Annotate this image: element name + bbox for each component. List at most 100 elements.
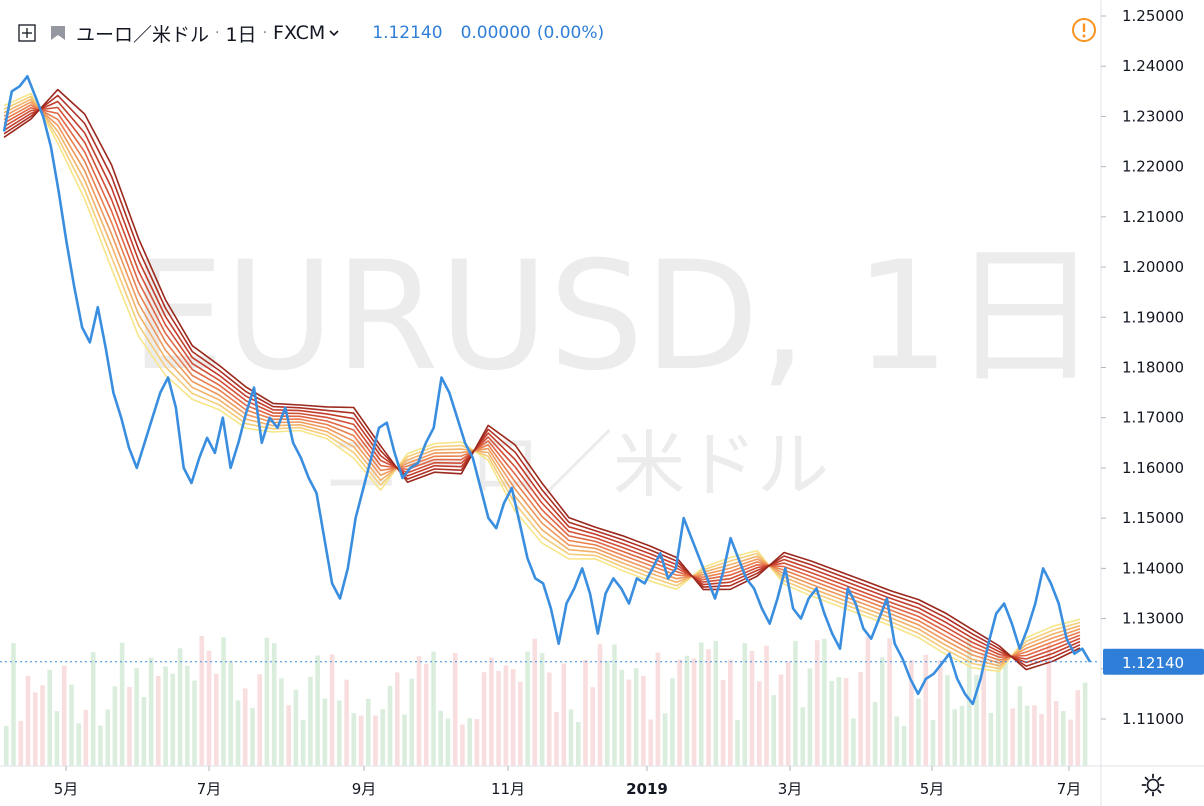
price-axis-tick-label: 1.18000: [1122, 359, 1184, 377]
volume-bar: [452, 653, 458, 766]
volume-bar: [358, 715, 364, 766]
volume-bar: [590, 687, 595, 766]
ma-ribbon-line: [3, 107, 1081, 659]
volume-bar: [206, 650, 212, 766]
price-axis-tick-label: 1.11000: [1122, 710, 1184, 728]
time-axis-tick-label: 11月: [491, 780, 525, 798]
volume-bar: [988, 713, 994, 766]
volume-bar: [438, 710, 443, 766]
volume-bar: [822, 638, 827, 766]
volume-bar: [351, 713, 357, 766]
volume-bar: [836, 677, 842, 766]
volume-bar: [235, 700, 241, 766]
volume-bar: [909, 660, 914, 766]
volume-bar: [4, 726, 9, 766]
volume-bar: [974, 674, 979, 766]
volume-bar: [402, 714, 407, 766]
warning-icon[interactable]: [1071, 17, 1097, 43]
volume-bar: [1061, 711, 1066, 766]
volume-bar: [858, 672, 863, 766]
volume-bar: [380, 709, 386, 766]
volume-bar: [322, 698, 328, 766]
volume-bar: [655, 652, 661, 766]
volume-bar: [938, 660, 943, 766]
volume-bar: [677, 659, 682, 766]
volume-bar: [966, 637, 972, 766]
volume-bar: [25, 675, 31, 766]
volume-bar: [814, 640, 820, 766]
expand-icon[interactable]: [18, 24, 36, 42]
volume-bar: [1082, 682, 1088, 766]
settings-gear-icon[interactable]: [1141, 773, 1165, 797]
price-axis-tick-label: 1.15000: [1122, 509, 1184, 527]
volume-bar: [156, 676, 161, 766]
volume-bar: [547, 672, 552, 766]
volume-bar: [568, 709, 574, 766]
volume-bar: [793, 640, 798, 766]
volume-bar: [112, 686, 118, 766]
volume-bar: [843, 678, 849, 766]
volume-bar: [749, 650, 755, 766]
price-axis-tick-label: 1.14000: [1122, 559, 1184, 577]
chevron-down-icon[interactable]: [328, 28, 340, 38]
volume-bar: [1003, 651, 1008, 766]
volume-bar: [742, 643, 748, 766]
volume-bar: [1053, 701, 1059, 766]
volume-bar: [872, 701, 878, 766]
last-price-tag: 1.12140: [1103, 648, 1204, 675]
volume-bar: [1068, 719, 1073, 766]
volume-bar: [829, 680, 834, 766]
time-axis[interactable]: 5月 7月 9月 11月 2019 3月 5月 7月: [54, 766, 1082, 798]
volume-bar: [119, 642, 125, 766]
volume-bar: [1039, 713, 1044, 766]
time-axis-tick-label: 5月: [920, 780, 945, 798]
price-axis-tick-label: 1.21000: [1122, 208, 1184, 226]
volume-bar: [228, 660, 233, 766]
volume-bar: [720, 680, 726, 766]
volume-bar: [1010, 708, 1015, 766]
volume-bar: [33, 692, 38, 766]
volume-bar: [264, 637, 270, 766]
ma-ribbon-line: [3, 101, 1081, 664]
volume-bar: [503, 665, 509, 766]
volume-bar: [185, 665, 190, 766]
volume-bar: [279, 678, 284, 766]
volume-bar: [61, 665, 67, 766]
ma-ribbon-line: [3, 88, 1081, 671]
watermark-symbol-text: EURUSD, 1日: [130, 230, 1100, 404]
legend-separator-dot: ·: [215, 25, 220, 41]
chart-legend: ユーロ／米ドル · 1日 · FXCM 1.12140 0.00000 (0.0…: [18, 18, 604, 48]
time-axis-tick-label: 3月: [778, 780, 803, 798]
volume-bar: [699, 642, 704, 766]
exchange-label[interactable]: FXCM: [273, 22, 326, 44]
volume-bar: [887, 638, 892, 766]
price-axis[interactable]: 1.25000 1.24000 1.23000 1.22000 1.21000 1.200…: [1101, 7, 1184, 728]
ma-ribbon-line: [3, 104, 1081, 661]
price-axis-tick-label: 1.13000: [1122, 610, 1184, 628]
volume-bar: [257, 674, 262, 766]
volume-bar: [706, 649, 711, 766]
symbol-watermark: EURUSD, 1日 ユーロ／米ドル: [130, 230, 1100, 507]
volume-bar: [293, 689, 299, 766]
volume-bar: [576, 722, 581, 766]
volume-bar: [409, 678, 414, 766]
volume-bar: [395, 672, 400, 766]
volume-bar: [691, 658, 697, 766]
interval-label[interactable]: 1日: [225, 23, 257, 46]
volume-bar: [423, 663, 429, 766]
volume-bar: [474, 719, 480, 766]
volume-bar: [373, 715, 378, 766]
volume-bar: [901, 725, 907, 766]
volume-bar: [416, 656, 422, 766]
volume-bar: [880, 657, 885, 766]
volume-bar: [47, 669, 52, 766]
volume-bar: [315, 655, 320, 766]
volume-bar: [894, 716, 900, 766]
volume-bar: [684, 655, 690, 766]
price-axis-tick-label: 1.24000: [1122, 57, 1184, 75]
symbol-name[interactable]: ユーロ／米ドル: [76, 23, 210, 46]
time-axis-tick-label: 7月: [197, 780, 222, 798]
price-line-series: [2, 75, 1092, 706]
price-axis-tick-label: 1.19000: [1122, 308, 1184, 326]
